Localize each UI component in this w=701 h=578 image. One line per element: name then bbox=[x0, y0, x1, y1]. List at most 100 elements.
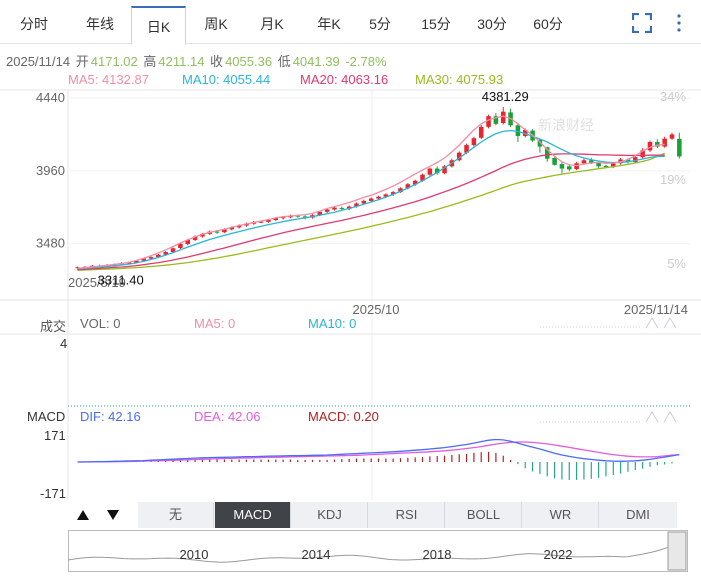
candle-body bbox=[633, 157, 638, 163]
candle-body bbox=[427, 168, 433, 175]
volume-title: 成交 bbox=[40, 319, 67, 334]
open-label: 开 bbox=[75, 54, 89, 69]
watermark-text: 新浪财经 bbox=[538, 117, 594, 133]
tab-5min[interactable]: 5分 bbox=[369, 16, 391, 32]
candle-body bbox=[500, 111, 506, 124]
tab-daily-k[interactable]: 日K bbox=[131, 6, 186, 45]
candle-body bbox=[677, 138, 682, 157]
indicator-rsi[interactable]: RSI bbox=[369, 502, 445, 528]
overview-line bbox=[68, 546, 669, 563]
open-value: 4171.02 bbox=[90, 54, 138, 69]
candle-body bbox=[324, 209, 330, 212]
candle-body bbox=[471, 138, 477, 146]
x-tick-label: 2025/11/14 bbox=[624, 302, 688, 317]
candle-body bbox=[295, 215, 301, 217]
high-value: 4211.14 bbox=[158, 54, 205, 69]
candle-body bbox=[214, 231, 220, 233]
candle-body bbox=[493, 116, 499, 124]
candle-body bbox=[141, 258, 146, 261]
ma10-legend: MA10: 4055.44 bbox=[182, 72, 271, 87]
low-annotation: 3311.40 bbox=[98, 272, 144, 287]
indicator-none[interactable]: 无 bbox=[138, 502, 214, 528]
indicator-dmi[interactable]: DMI bbox=[600, 502, 676, 528]
candle-body bbox=[163, 252, 168, 255]
candle-body bbox=[420, 174, 425, 181]
candle-body bbox=[192, 236, 198, 240]
overview-frame bbox=[68, 530, 688, 572]
overview-year-label: 2018 bbox=[423, 547, 452, 562]
candle-body bbox=[522, 129, 528, 136]
zoom-out-arrow[interactable] bbox=[104, 506, 122, 524]
candle-body bbox=[266, 220, 271, 222]
high-annotation: 4381.29 bbox=[482, 89, 529, 104]
candle-body bbox=[273, 218, 279, 221]
candle-body bbox=[178, 243, 183, 248]
tab-minute[interactable]: 分时 bbox=[20, 16, 48, 32]
ma5-line bbox=[77, 115, 665, 269]
candle-body bbox=[332, 207, 337, 210]
pct-tick-label: 34% bbox=[660, 89, 686, 104]
indicator-boll[interactable]: BOLL bbox=[446, 502, 522, 528]
y-tick-label: 3960 bbox=[36, 163, 65, 178]
dea-line bbox=[77, 441, 680, 463]
candle-body bbox=[537, 139, 543, 147]
tab-15min[interactable]: 15分 bbox=[421, 16, 451, 32]
candle-body bbox=[603, 166, 609, 168]
candle-body bbox=[398, 188, 403, 193]
pan-icon bbox=[645, 411, 677, 423]
macd-dea: DEA: 42.06 bbox=[194, 409, 261, 424]
high-label: 高 bbox=[143, 54, 157, 69]
ma30-line bbox=[77, 152, 665, 271]
ma20-line bbox=[77, 153, 665, 271]
candle-body bbox=[346, 206, 352, 209]
indicator-macd[interactable]: MACD bbox=[215, 502, 291, 528]
ma20-legend: MA20: 4063.16 bbox=[300, 72, 389, 87]
candle-body bbox=[148, 257, 154, 259]
candle-body bbox=[486, 116, 491, 127]
candle-body bbox=[412, 180, 418, 185]
y-tick-label: 4440 bbox=[36, 90, 65, 105]
ma10-line bbox=[77, 129, 665, 270]
tab-yearly-k[interactable]: 年K bbox=[317, 16, 341, 32]
tab-60min[interactable]: 60分 bbox=[533, 16, 563, 32]
candle-body bbox=[647, 142, 653, 151]
candle-body bbox=[566, 166, 572, 170]
candle-body bbox=[368, 198, 374, 201]
candle-body bbox=[581, 160, 587, 164]
candle-body bbox=[376, 196, 381, 199]
candle-body bbox=[662, 138, 667, 147]
candle-body bbox=[383, 194, 389, 197]
tab-30min[interactable]: 30分 bbox=[477, 16, 507, 32]
candle-body bbox=[559, 164, 565, 169]
volume-ma10: MA10: 0 bbox=[308, 316, 357, 331]
candle-body bbox=[185, 239, 191, 245]
candle-body bbox=[478, 126, 484, 138]
candle-body bbox=[434, 168, 440, 174]
ma5-legend: MA5: 4132.87 bbox=[68, 72, 149, 87]
candle-body bbox=[317, 211, 323, 216]
candle-body bbox=[611, 163, 616, 168]
more-icon[interactable] bbox=[676, 12, 682, 34]
pct-tick-label: 19% bbox=[660, 172, 686, 187]
quote-date: 2025/11/14 bbox=[6, 54, 71, 69]
indicator-wr[interactable]: WR bbox=[523, 502, 599, 528]
overview-navigator[interactable]: 2010 2014 2018 2022 bbox=[68, 530, 688, 572]
zoom-in-arrow[interactable] bbox=[74, 506, 92, 524]
overview-handle bbox=[667, 531, 687, 571]
candle-body bbox=[405, 184, 411, 189]
indicator-kdj[interactable]: KDJ bbox=[292, 502, 368, 528]
candle-body bbox=[589, 160, 594, 163]
candle-body bbox=[302, 216, 308, 218]
tab-monthly-k[interactable]: 月K bbox=[260, 16, 284, 32]
tab-year-line[interactable]: 年线 bbox=[86, 16, 114, 32]
close-value: 4055.36 bbox=[225, 54, 273, 69]
pan-icon bbox=[645, 317, 677, 329]
candle-body bbox=[464, 145, 469, 153]
tab-weekly-k[interactable]: 周K bbox=[204, 16, 228, 32]
low-label: 低 bbox=[277, 54, 291, 69]
fullscreen-icon[interactable] bbox=[632, 13, 652, 33]
dif-line bbox=[77, 438, 680, 463]
change-value: -2.78% bbox=[345, 54, 387, 69]
